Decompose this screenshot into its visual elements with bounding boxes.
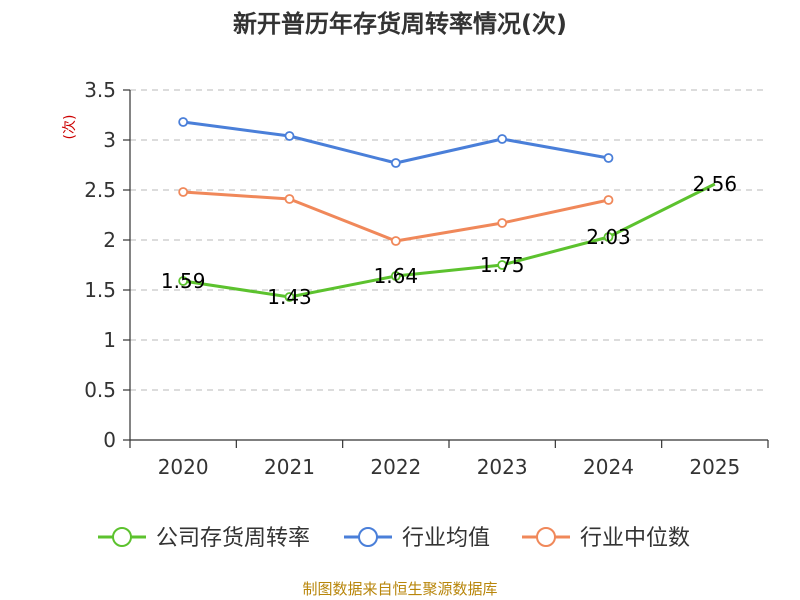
data-point [178,187,189,197]
y-tick-label: 1 [103,328,116,352]
data-point [390,271,401,281]
data-point [284,131,295,141]
y-tick-label: 1.5 [84,278,116,302]
data-point [603,195,614,205]
y-tick-label: 0.5 [84,378,116,402]
data-point [390,158,401,168]
y-tick-labels: 0 0.5 1 1.5 2 2.5 3 3.5 [84,78,116,452]
x-tick-label: 2023 [477,455,528,479]
x-tick-label: 2022 [370,455,421,479]
x-tick-labels: 2020 2021 2022 2023 2024 2025 [158,455,741,479]
series-line-3 [183,190,609,243]
data-label: 1.64 [374,264,419,288]
source-note: 制图数据来自恒生聚源数据库 [302,580,497,598]
data-point [603,153,614,163]
y-tick-label: 3.5 [84,78,116,102]
series-line-2 [182,120,609,165]
y-tick-label: 2 [103,228,116,252]
x-tick-label: 2020 [158,455,209,479]
legend-label: 行业均值 [402,526,490,551]
series-line-1 [182,182,716,299]
legend-label: 行业中位数 [580,526,690,551]
series-lines [178,117,716,302]
data-label: 1.43 [267,285,312,309]
y-axis-label: (次) [62,115,78,140]
data-point [390,236,401,246]
data-point [497,260,508,270]
data-point [497,218,508,228]
legend-marker [112,527,132,547]
data-label: 2.03 [586,225,631,249]
y-tick-label: 0 [103,428,116,452]
data-labels: 1.59 1.43 1.64 1.75 2.03 2.56 [161,172,737,309]
x-tick-label: 2021 [264,455,315,479]
data-point [284,292,295,302]
data-point [284,194,295,204]
data-label: 1.59 [161,269,206,293]
y-tick-label: 2.5 [84,178,116,202]
chart-title: 新开普历年存货周转率情况(次) [233,10,567,38]
legend: 公司存货周转率 行业均值 行业中位数 [98,526,690,551]
data-point [497,134,508,144]
data-point [178,276,189,286]
legend-marker [358,527,378,547]
legend-marker [536,527,556,547]
x-tick-label: 2025 [689,455,740,479]
data-point [178,117,189,127]
y-tick-label: 3 [103,128,116,152]
data-point [603,232,614,242]
data-label: 1.75 [480,253,525,277]
legend-label: 公司存货周转率 [156,526,310,551]
axes [123,89,769,448]
x-tick-label: 2024 [583,455,634,479]
data-label: 2.56 [693,172,738,196]
gridlines [130,89,768,391]
